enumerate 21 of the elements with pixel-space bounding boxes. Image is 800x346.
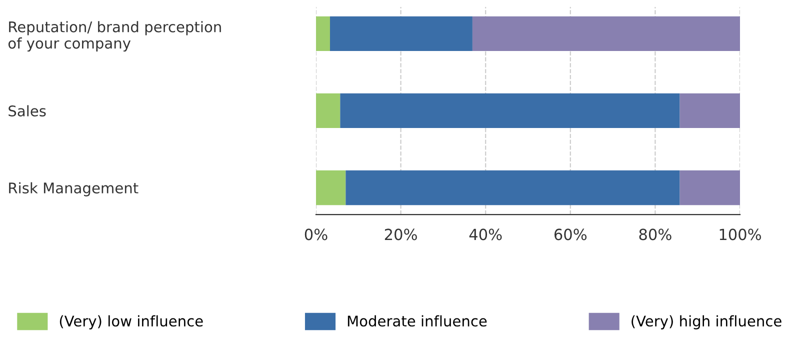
x-tick-label: 60% [554,228,587,240]
x-tick-label: 0% [304,228,328,240]
bar [316,16,330,52]
x-tick-label: 100% [720,228,761,240]
y-tick-label: Sales [8,105,46,116]
bar [472,16,740,52]
bar [316,93,340,128]
bar [680,170,740,206]
y-tick-label: Reputation/ brand perception of your company [8,21,221,52]
x-tick-label: 80% [639,228,672,240]
bar [346,170,680,206]
x-tick-label: 40% [469,228,502,240]
x-tick-label: 20% [384,228,417,240]
bar [680,93,740,128]
bar [330,16,472,52]
legend-label: (Very) high influence [632,315,782,330]
bar [340,93,680,128]
y-tick-label: Risk Management [9,182,138,196]
bar [316,170,346,206]
legend-label: (Very) low influence [60,315,203,330]
legend-label: Moderate influence [348,315,487,327]
